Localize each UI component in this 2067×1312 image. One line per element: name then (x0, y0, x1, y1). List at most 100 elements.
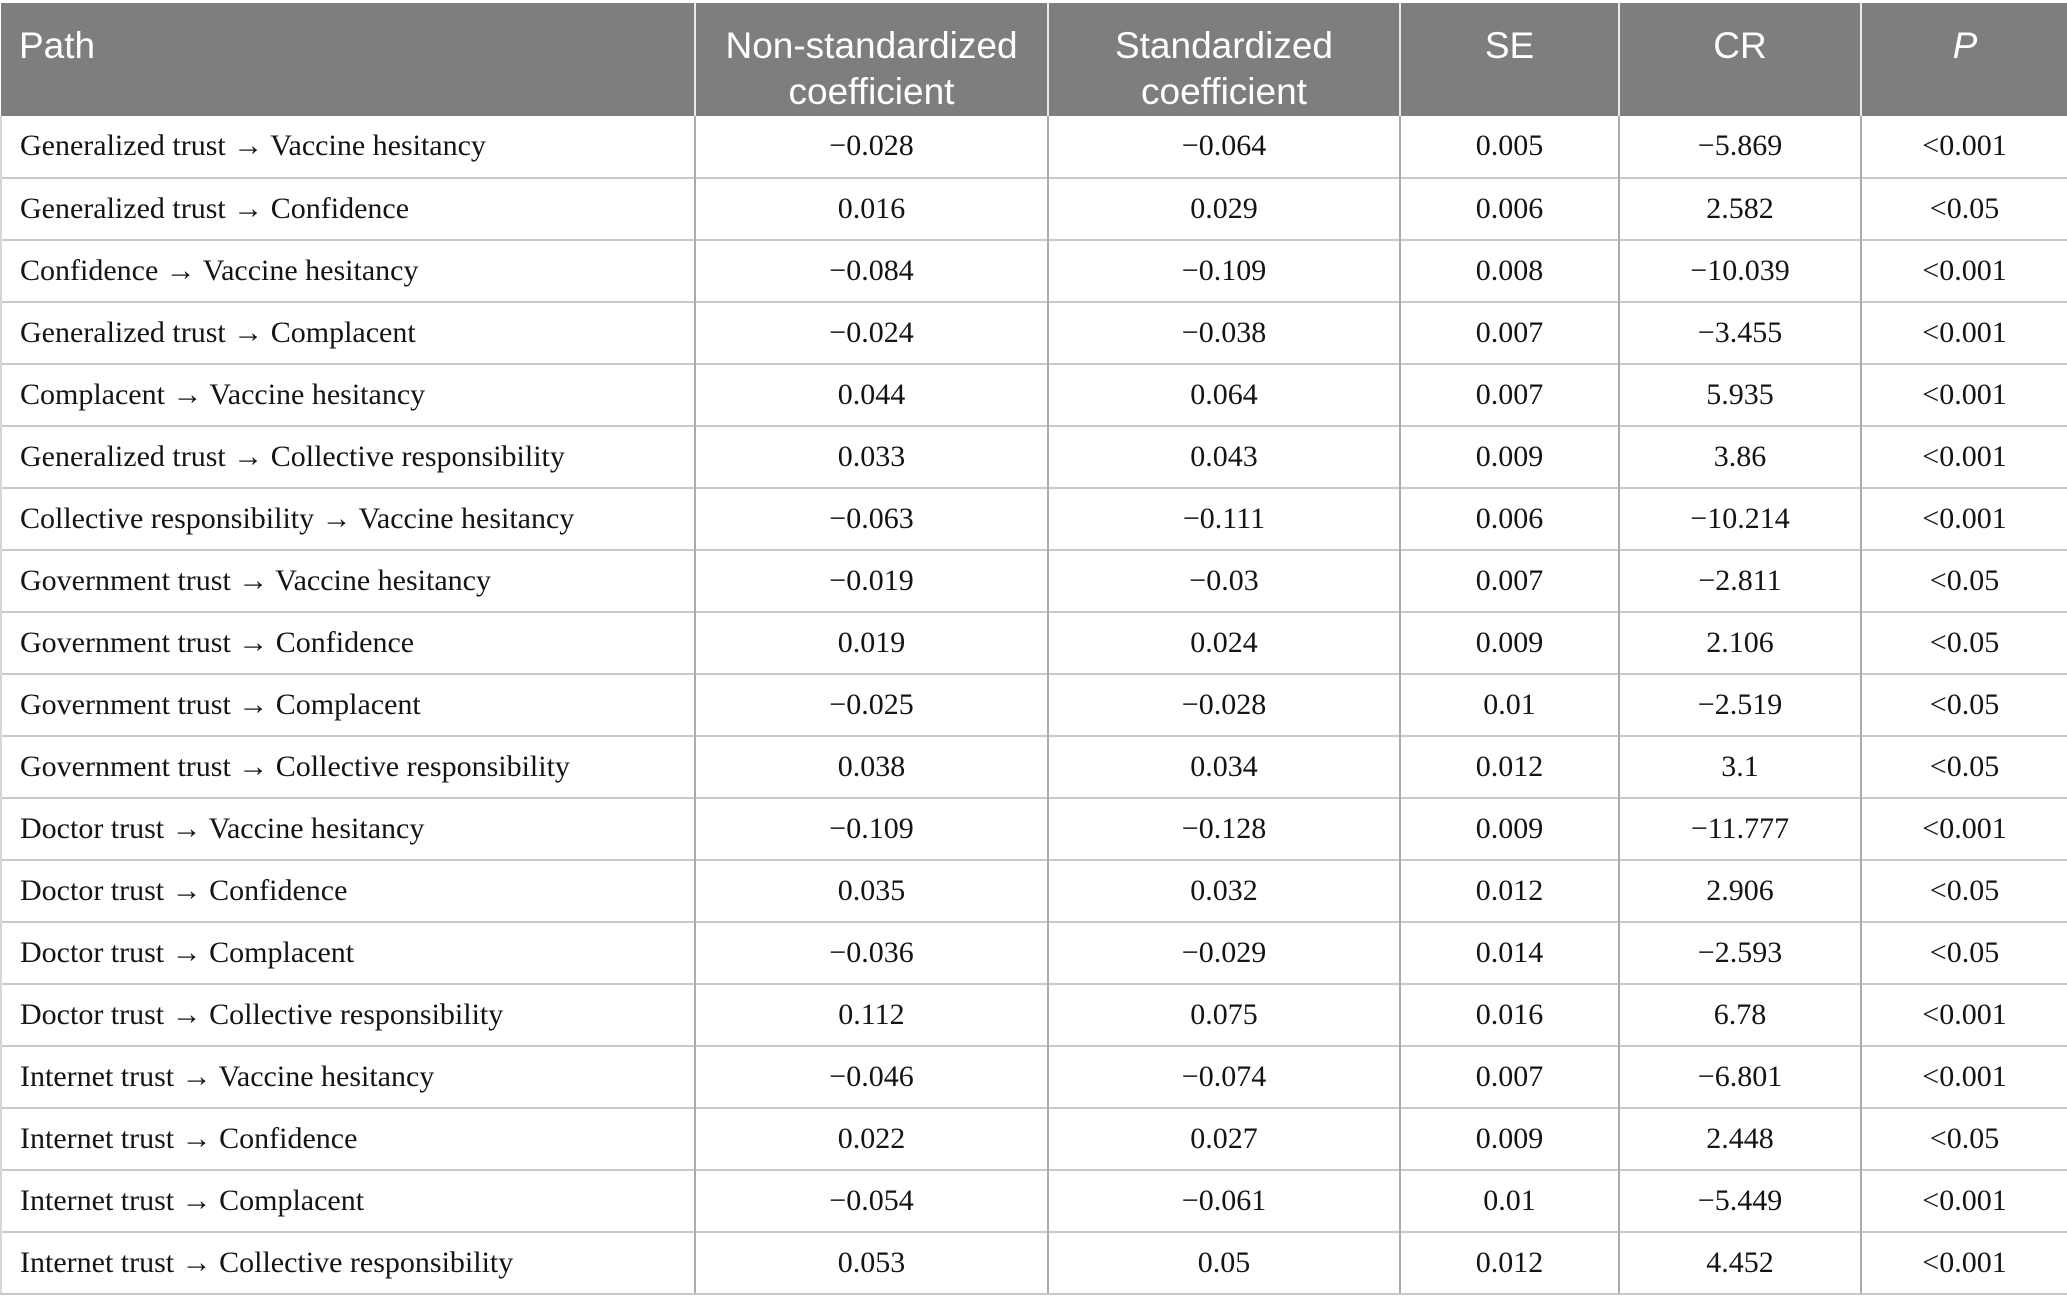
value-cell: 0.064 (1048, 362, 1401, 426)
path-cell: Government trust → Complacent (0, 672, 696, 736)
table-row: Government trust → Collective responsibi… (0, 734, 2067, 798)
value-cell: 0.024 (1048, 610, 1401, 674)
value-cell: −0.025 (695, 672, 1049, 736)
value-cell: 0.019 (695, 610, 1049, 674)
value-cell: 0.007 (1400, 300, 1620, 364)
value-cell: 2.106 (1619, 610, 1862, 674)
path-cell: Collective responsibility → Vaccine hesi… (0, 486, 696, 550)
value-cell: 0.05 (1048, 1230, 1401, 1295)
value-cell: −0.019 (695, 548, 1049, 612)
value-cell: <0.001 (1861, 982, 2067, 1046)
value-cell: −0.054 (695, 1168, 1049, 1232)
value-cell: −10.214 (1619, 486, 1862, 550)
value-cell: −0.109 (695, 796, 1049, 860)
column-header-se: SE (1400, 3, 1620, 116)
value-cell: <0.05 (1861, 548, 2067, 612)
value-cell: <0.05 (1861, 610, 2067, 674)
value-cell: 0.033 (695, 424, 1049, 488)
value-cell: −0.111 (1048, 486, 1401, 550)
value-cell: 0.01 (1400, 1168, 1620, 1232)
path-cell: Internet trust → Vaccine hesitancy (0, 1044, 696, 1108)
table-header: Path Non-standardized coefficient Standa… (1, 3, 2067, 116)
value-cell: <0.001 (1861, 1044, 2067, 1108)
path-cell: Government trust → Vaccine hesitancy (0, 548, 696, 612)
table-row: Internet trust → Confidence 0.022 0.027 0.0… (0, 1106, 2067, 1170)
value-cell: 0.007 (1400, 362, 1620, 426)
value-cell: 2.582 (1619, 176, 1862, 240)
value-cell: −0.128 (1048, 796, 1401, 860)
path-coefficients-table: Path Non-standardized coefficient Standa… (0, 3, 2067, 1295)
table-row: Government trust → Vaccine hesitancy −0.0… (0, 548, 2067, 612)
path-cell: Doctor trust → Confidence (0, 858, 696, 922)
value-cell: 0.007 (1400, 1044, 1620, 1108)
value-cell: 0.038 (695, 734, 1049, 798)
path-cell: Government trust → Confidence (0, 610, 696, 674)
value-cell: <0.05 (1861, 920, 2067, 984)
table-row: Generalized trust → Confidence 0.016 0.029… (0, 176, 2067, 240)
column-header-cr: CR (1619, 3, 1862, 116)
table-row: Generalized trust → Collective responsib… (0, 424, 2067, 488)
value-cell: 0.044 (695, 362, 1049, 426)
value-cell: −0.064 (1048, 115, 1401, 178)
value-cell: <0.001 (1861, 300, 2067, 364)
table-row: Internet trust → Complacent −0.054 −0.061 0… (0, 1168, 2067, 1232)
value-cell: 0.006 (1400, 176, 1620, 240)
value-cell: 0.01 (1400, 672, 1620, 736)
table-row: Doctor trust → Collective responsibility… (0, 982, 2067, 1046)
column-header-p: P (1861, 3, 2067, 116)
value-cell: −0.074 (1048, 1044, 1401, 1108)
value-cell: <0.05 (1861, 672, 2067, 736)
value-cell: −0.063 (695, 486, 1049, 550)
path-cell: Confidence → Vaccine hesitancy (0, 238, 696, 302)
value-cell: 0.029 (1048, 176, 1401, 240)
value-cell: 4.452 (1619, 1230, 1862, 1295)
table-row: Government trust → Complacent −0.025 −0.02… (0, 672, 2067, 736)
value-cell: 0.053 (695, 1230, 1049, 1295)
path-cell: Internet trust → Complacent (0, 1168, 696, 1232)
column-header-nonstandardized-coefficient: Non-standardized coefficient (695, 3, 1049, 116)
value-cell: 0.022 (695, 1106, 1049, 1170)
value-cell: 0.009 (1400, 796, 1620, 860)
value-cell: −11.777 (1619, 796, 1862, 860)
path-cell: Doctor trust → Collective responsibility (0, 982, 696, 1046)
column-header-standardized-coefficient: Standardized coefficient (1048, 3, 1401, 116)
value-cell: −0.03 (1048, 548, 1401, 612)
column-header-path: Path (1, 3, 696, 116)
table-row: Internet trust → Collective responsibili… (0, 1230, 2067, 1295)
value-cell: 0.027 (1048, 1106, 1401, 1170)
value-cell: 0.009 (1400, 424, 1620, 488)
value-cell: <0.001 (1861, 486, 2067, 550)
value-cell: −0.084 (695, 238, 1049, 302)
value-cell: <0.001 (1861, 115, 2067, 178)
value-cell: 0.034 (1048, 734, 1401, 798)
value-cell: −0.038 (1048, 300, 1401, 364)
table-row: Confidence → Vaccine hesitancy −0.084 −0.1… (0, 238, 2067, 302)
path-cell: Complacent → Vaccine hesitancy (0, 362, 696, 426)
value-cell: −0.109 (1048, 238, 1401, 302)
path-cell: Doctor trust → Vaccine hesitancy (0, 796, 696, 860)
value-cell: 0.016 (695, 176, 1049, 240)
path-cell: Generalized trust → Confidence (0, 176, 696, 240)
value-cell: −0.061 (1048, 1168, 1401, 1232)
value-cell: 0.009 (1400, 610, 1620, 674)
value-cell: <0.001 (1861, 1168, 2067, 1232)
value-cell: 6.78 (1619, 982, 1862, 1046)
header-row: Path Non-standardized coefficient Standa… (1, 3, 2067, 116)
value-cell: −0.036 (695, 920, 1049, 984)
path-cell: Generalized trust → Vaccine hesitancy (0, 115, 696, 178)
value-cell: 0.012 (1400, 858, 1620, 922)
table-row: Internet trust → Vaccine hesitancy −0.046… (0, 1044, 2067, 1108)
value-cell: 3.1 (1619, 734, 1862, 798)
table-row: Complacent → Vaccine hesitancy 0.044 0.064… (0, 362, 2067, 426)
path-cell: Internet trust → Confidence (0, 1106, 696, 1170)
value-cell: 5.935 (1619, 362, 1862, 426)
value-cell: 0.012 (1400, 734, 1620, 798)
value-cell: <0.05 (1861, 734, 2067, 798)
value-cell: −0.029 (1048, 920, 1401, 984)
value-cell: 0.032 (1048, 858, 1401, 922)
value-cell: −0.024 (695, 300, 1049, 364)
value-cell: 2.448 (1619, 1106, 1862, 1170)
value-cell: 0.075 (1048, 982, 1401, 1046)
value-cell: <0.001 (1861, 424, 2067, 488)
